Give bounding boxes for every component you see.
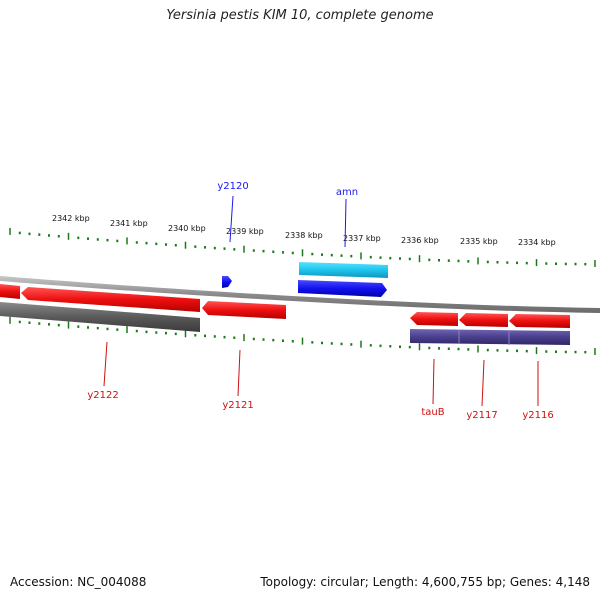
gene-y2121-arrow[interactable] xyxy=(202,301,286,319)
map-title: Yersinia pestis KIM 10, complete genome xyxy=(166,8,434,23)
gene-label-y2121[interactable]: y2121 xyxy=(222,400,253,411)
accession-text: Accession: NC_004088 xyxy=(10,575,147,589)
gene-taub-arrow[interactable] xyxy=(410,312,458,326)
scale-label: 2338 kbp xyxy=(285,231,323,240)
scale-label: 2336 kbp xyxy=(401,236,439,245)
leader-amn xyxy=(344,198,347,248)
gene-y2120-arrow[interactable] xyxy=(222,276,232,288)
gene-y2122-arrow[interactable] xyxy=(21,287,200,312)
scale-labels: 2342 kbp 2341 kbp 2340 kbp 2339 kbp 2338… xyxy=(52,214,556,247)
leader-y2117 xyxy=(481,359,485,407)
scale-label: 2334 kbp xyxy=(518,238,556,247)
scale-label: 2341 kbp xyxy=(110,219,148,228)
scale-label: 2339 kbp xyxy=(226,227,264,236)
scale-label: 2335 kbp xyxy=(460,237,498,246)
leader-taub xyxy=(432,358,435,405)
gene-label-taub[interactable]: tauB xyxy=(421,407,444,418)
gene-y2123-arrow[interactable] xyxy=(0,284,20,299)
scale-label: 2340 kbp xyxy=(168,224,206,233)
leader-y2121 xyxy=(237,349,241,397)
gene-y2122-secondary[interactable] xyxy=(0,302,200,332)
gene-label-y2116[interactable]: y2116 xyxy=(522,410,553,421)
gene-label-amn[interactable]: amn xyxy=(336,187,358,198)
leader-y2120 xyxy=(229,195,234,243)
reverse-genes xyxy=(0,284,570,345)
genome-backbone xyxy=(0,276,600,313)
forward-genes xyxy=(222,262,388,297)
topology-text: Topology: circular; Length: 4,600,755 bp… xyxy=(260,575,590,589)
scale-label: 2337 kbp xyxy=(343,234,381,243)
scale-label: 2342 kbp xyxy=(52,214,90,223)
forward-gene-labels: y2120 amn xyxy=(217,181,358,248)
gene-taub-secondary[interactable] xyxy=(410,329,570,345)
gene-label-y2122[interactable]: y2122 xyxy=(87,390,118,401)
forward-tick-row xyxy=(9,227,596,267)
reverse-gene-labels: y2122 y2121 tauB y2117 y2116 xyxy=(87,341,554,421)
gene-y2117-arrow[interactable] xyxy=(459,313,508,327)
gene-amn-arrow[interactable] xyxy=(298,280,387,297)
gene-label-y2117[interactable]: y2117 xyxy=(466,410,497,421)
gene-label-y2120[interactable]: y2120 xyxy=(217,181,248,192)
gene-amn-secondary[interactable] xyxy=(299,262,388,278)
gene-y2116-arrow[interactable] xyxy=(509,314,570,328)
reverse-tick-row xyxy=(9,316,596,355)
leader-y2122 xyxy=(103,341,108,387)
